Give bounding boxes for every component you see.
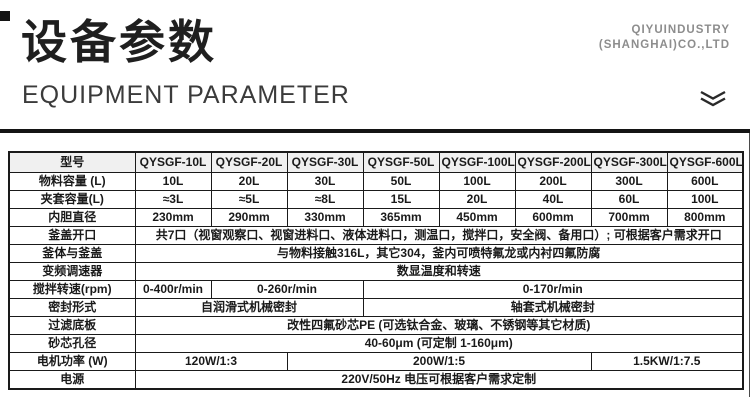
table-cell: 1.5KW/1:7.5: [590, 352, 744, 371]
table-cell: 20L: [438, 190, 516, 209]
row-label: 夹套容量(L): [8, 190, 136, 209]
column-header-qysgf-200l: QYSGF-200L: [514, 151, 592, 173]
table-row: 过滤底板 改性四氟砂芯PE (可选钛合金、玻璃、不锈钢等其它材质): [8, 316, 744, 335]
column-header-qysgf-50l: QYSGF-50L: [362, 151, 440, 173]
table-row: 砂芯孔径 40-60μm (可定制 1-160μm): [8, 334, 744, 353]
table-cell: 600L: [666, 172, 744, 191]
table-cell: 30L: [286, 172, 364, 191]
table-cell: 改性四氟砂芯PE (可选钛合金、玻璃、不锈钢等其它材质): [134, 316, 744, 335]
table-cell: 120W/1:3: [134, 352, 288, 371]
company-name-line1: QIYUINDUSTRY: [631, 24, 730, 36]
table-cell: 200L: [514, 172, 592, 191]
table-row: 电源 220V/50Hz 电压可根据客户需求定制: [8, 370, 744, 390]
table-row: 密封形式 自润滑式机械密封 轴套式机械密封: [8, 298, 744, 317]
table-cell: 600mm: [514, 208, 592, 227]
column-header-qysgf-600l: QYSGF-600L: [666, 151, 744, 173]
table-cell: 100L: [666, 190, 744, 209]
column-header-qysgf-10l: QYSGF-10L: [134, 151, 212, 173]
table-row: 夹套容量(L) ≈3L ≈5L ≈8L 15L 20L 40L 60L 100L: [8, 190, 744, 209]
table-cell: 200W/1:5: [286, 352, 592, 371]
row-label: 釜盖开口: [8, 226, 136, 245]
table-cell: 数显温度和转速: [134, 262, 744, 281]
row-label: 密封形式: [8, 298, 136, 317]
table-row: 物料容量 (L) 10L 20L 30L 50L 100L 200L 300L 600L: [8, 172, 744, 191]
row-label: 内胆直径: [8, 208, 136, 227]
table-cell: 10L: [134, 172, 212, 191]
table-row: 内胆直径 230mm 290mm 330mm 365mm 450mm 600mm 700mm 8…: [8, 208, 744, 227]
row-label: 电机功率 (W): [8, 352, 136, 371]
table-cell: 20L: [210, 172, 288, 191]
company-name: QIYUINDUSTRY (SHANGHAI)CO.,LTD: [599, 23, 730, 53]
column-header-qysgf-30l: QYSGF-30L: [286, 151, 364, 173]
table-cell: 与物料接触316L，其它304，釜内可喷特氟龙或内衬四氟防腐: [134, 244, 744, 263]
table-cell: 共7口（视窗观察口、视窗进料口、液体进料口，测温口，搅拌口，安全阀、备用口）; …: [134, 226, 744, 245]
table-row: 搅拌转速(rpm) 0-400r/min 0-260r/min 0-170r/min: [8, 280, 744, 299]
table-cell: 220V/50Hz 电压可根据客户需求定制: [134, 370, 744, 390]
table-cell: ≈8L: [286, 190, 364, 209]
table-cell: 0-260r/min: [210, 280, 364, 299]
row-label: 物料容量 (L): [8, 172, 136, 191]
table-cell: 450mm: [438, 208, 516, 227]
table-cell: 290mm: [210, 208, 288, 227]
table-cell: 15L: [362, 190, 440, 209]
equipment-parameter-table-wrap: 型号 QYSGF-10L QYSGF-20L QYSGF-30L QYSGF-50L QY…: [8, 151, 744, 390]
table-cell: 60L: [590, 190, 668, 209]
column-header-qysgf-100l: QYSGF-100L: [438, 151, 516, 173]
row-label: 釜体与釜盖: [8, 244, 136, 263]
table-cell: 700mm: [590, 208, 668, 227]
row-label: 砂芯孔径: [8, 334, 136, 353]
row-label: 变频调速器: [8, 262, 136, 281]
table-cell: 230mm: [134, 208, 212, 227]
table-cell: ≈5L: [210, 190, 288, 209]
table-cell: 330mm: [286, 208, 364, 227]
table-row: 釜盖开口 共7口（视窗观察口、视窗进料口、液体进料口，测温口，搅拌口，安全阀、备用…: [8, 226, 744, 245]
corner-accent-square: [0, 11, 10, 21]
page-title: 设备参数: [21, 16, 217, 68]
table-cell: 50L: [362, 172, 440, 191]
table-cell: 40L: [514, 190, 592, 209]
table-header-row: 型号 QYSGF-10L QYSGF-20L QYSGF-30L QYSGF-50L QY…: [8, 151, 744, 173]
model-column-label: 型号: [8, 151, 136, 173]
table-row: 变频调速器 数显温度和转速: [8, 262, 744, 281]
table-cell: 40-60μm (可定制 1-160μm): [134, 334, 744, 353]
table-cell: 轴套式机械密封: [362, 298, 744, 317]
row-label: 过滤底板: [8, 316, 136, 335]
page-subtitle: EQUIPMENT PARAMETER: [22, 81, 350, 109]
table-cell: 0-400r/min: [134, 280, 212, 299]
table-cell: 0-170r/min: [362, 280, 744, 299]
top-divider-rule: [0, 129, 750, 133]
table-cell: 800mm: [666, 208, 744, 227]
table-cell: 自润滑式机械密封: [134, 298, 364, 317]
company-name-line2: (SHANGHAI)CO.,LTD: [598, 39, 730, 51]
double-chevron-down-icon: [699, 90, 727, 108]
table-cell: 100L: [438, 172, 516, 191]
table-cell: ≈3L: [134, 190, 212, 209]
column-header-qysgf-20l: QYSGF-20L: [210, 151, 288, 173]
equipment-parameter-table: 型号 QYSGF-10L QYSGF-20L QYSGF-30L QYSGF-50L QY…: [8, 151, 744, 390]
row-label: 电源: [8, 370, 136, 390]
column-header-qysgf-300l: QYSGF-300L: [590, 151, 668, 173]
table-cell: 300L: [590, 172, 668, 191]
row-label: 搅拌转速(rpm): [8, 280, 136, 299]
table-cell: 365mm: [362, 208, 440, 227]
table-row: 釜体与釜盖 与物料接触316L，其它304，釜内可喷特氟龙或内衬四氟防腐: [8, 244, 744, 263]
table-row: 电机功率 (W) 120W/1:3 200W/1:5 1.5KW/1:7.5: [8, 352, 744, 371]
